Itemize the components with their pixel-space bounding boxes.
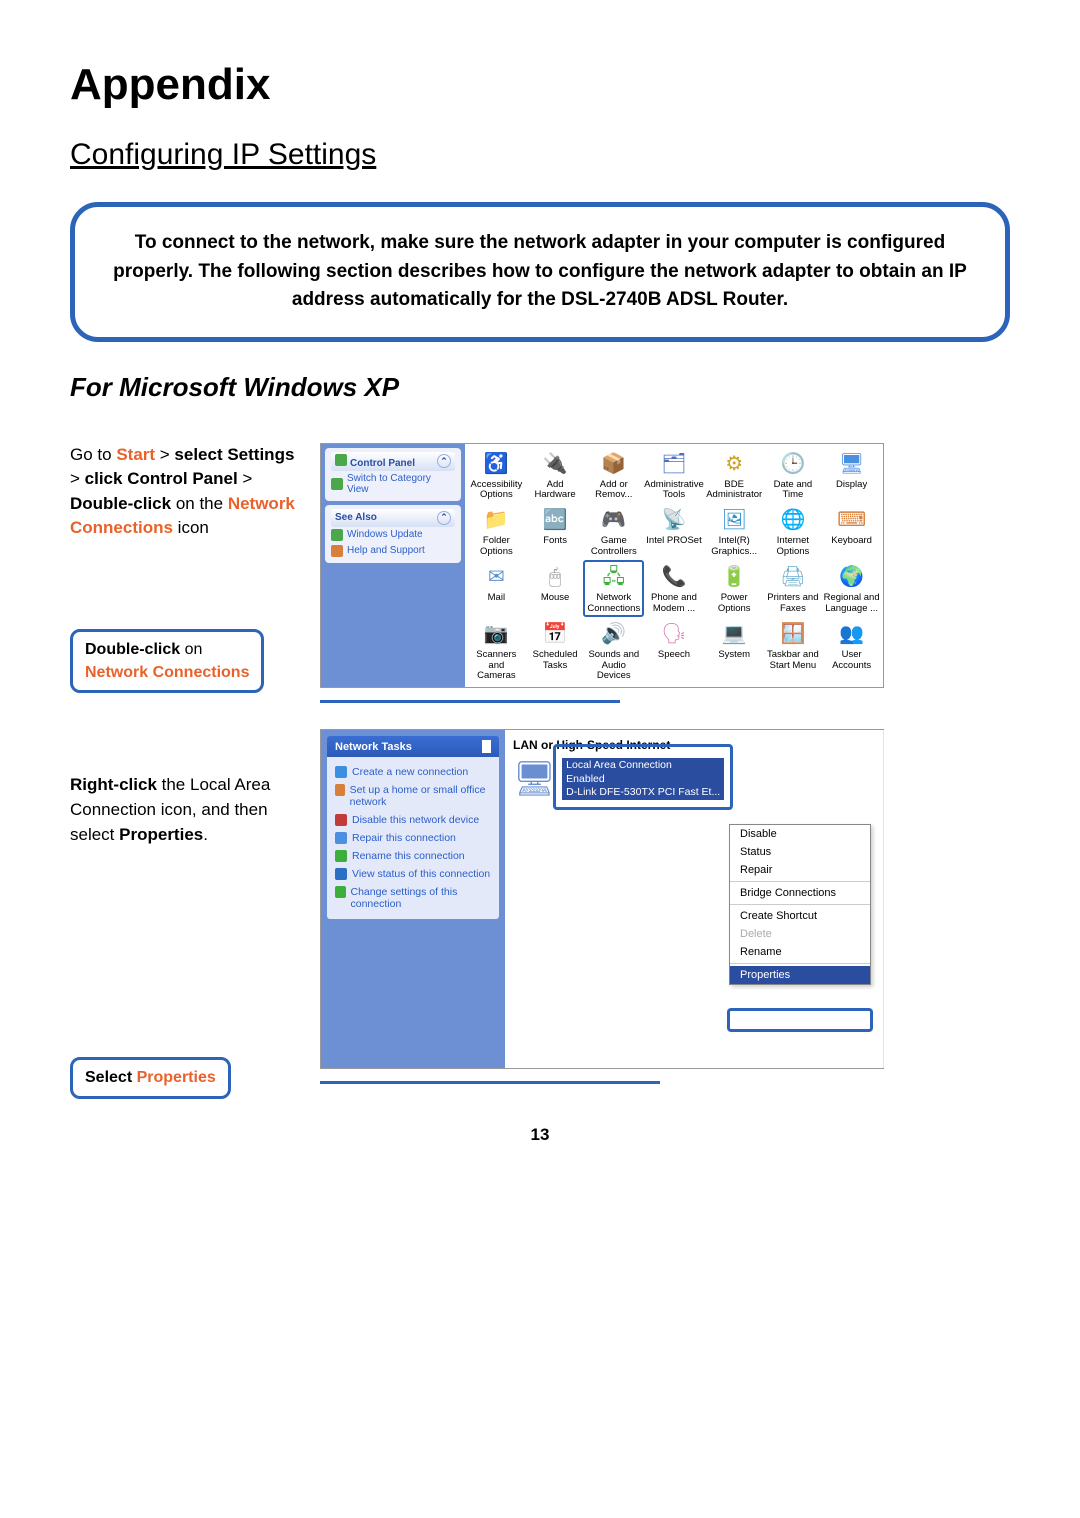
chevron-icon[interactable]: ⌃ (437, 454, 451, 468)
cp-item[interactable]: 🌍Regional and Language ... (822, 561, 881, 616)
context-menu-item[interactable]: Status (730, 843, 870, 861)
cp-item[interactable]: 📞Phone and Modem ... (643, 561, 705, 616)
cp-sidebar: Control Panel⌃ Switch to Category View S… (321, 444, 465, 688)
page-title: Appendix (70, 60, 1010, 110)
cp-heading: Control Panel⌃ (331, 452, 455, 471)
nc-task-link[interactable]: Change settings of this connection (335, 883, 491, 913)
cp-item[interactable]: ⚙BDE Administrator (705, 448, 764, 503)
section-title: Configuring IP Settings (70, 138, 1010, 172)
cp-item[interactable]: 🌐Internet Options (764, 504, 823, 559)
info-box: To connect to the network, make sure the… (70, 202, 1010, 342)
callout-1: Double-click on Network Connections (70, 629, 264, 693)
cp-item[interactable]: 🖱Mouse (526, 561, 585, 616)
cp-item[interactable]: 📷Scanners and Cameras (467, 618, 526, 683)
step-1-text: Go to Start > select Settings > click Co… (70, 443, 306, 694)
highlight-box (553, 744, 733, 810)
callout-2: Select Properties (70, 1057, 231, 1098)
cp-item[interactable]: ⌨Keyboard (822, 504, 881, 559)
context-menu-item[interactable]: Bridge Connections (730, 884, 870, 902)
nc-task-link[interactable]: Disable this network device (335, 811, 491, 829)
cp-item[interactable]: 🖧Network Connections (584, 561, 643, 616)
cp-item[interactable]: 👥User Accounts (822, 618, 881, 683)
cp-see-also: See Also⌃ (331, 509, 455, 527)
step-1: Go to Start > select Settings > click Co… (70, 443, 1010, 704)
cp-item[interactable]: ✉Mail (467, 561, 526, 616)
context-menu-item[interactable]: Repair (730, 861, 870, 879)
nc-task-link[interactable]: Set up a home or small office network (335, 781, 491, 811)
cp-item[interactable]: 📁Folder Options (467, 504, 526, 559)
cp-help-support[interactable]: Help and Support (331, 543, 455, 559)
context-menu-item[interactable]: Disable (730, 825, 870, 843)
chevron-icon[interactable]: ⌃ (482, 740, 491, 753)
chevron-icon[interactable]: ⌃ (437, 511, 451, 525)
network-connections-screenshot: Network Tasks⌃ Create a new connectionSe… (320, 729, 1010, 1084)
cp-item[interactable]: 📡Intel PROSet (643, 504, 705, 559)
cp-item[interactable]: 🔌Add Hardware (526, 448, 585, 503)
cp-windows-update[interactable]: Windows Update (331, 527, 455, 543)
subsection-title: For Microsoft Windows XP (70, 372, 1010, 403)
cp-item[interactable]: 💻System (705, 618, 764, 683)
cp-switch-view[interactable]: Switch to Category View (331, 471, 455, 497)
nc-sidebar: Network Tasks⌃ Create a new connectionSe… (321, 730, 505, 1068)
nc-tasks-heading: Network Tasks⌃ (327, 736, 499, 757)
cp-item[interactable]: 🔋Power Options (705, 561, 764, 616)
cp-item[interactable]: 📅Scheduled Tasks (526, 618, 585, 683)
cp-item[interactable]: 🗂Administrative Tools (643, 448, 705, 503)
nc-task-link[interactable]: Create a new connection (335, 763, 491, 781)
cp-item[interactable]: 🖼Intel(R) Graphics... (705, 504, 764, 559)
context-menu-item[interactable]: Create Shortcut (730, 907, 870, 925)
nc-task-link[interactable]: Repair this connection (335, 829, 491, 847)
step-2: Right-click the Local Area Connection ic… (70, 729, 1010, 1098)
context-menu: DisableStatusRepair Bridge Connections Cre… (729, 824, 871, 985)
cp-item[interactable]: ♿Accessibility Options (467, 448, 526, 503)
cp-icon-grid: ♿Accessibility Options🔌Add Hardware📦Add … (465, 444, 883, 688)
cp-item[interactable]: 🖥Display (822, 448, 881, 503)
cp-item[interactable]: 🖨Printers and Faxes (764, 561, 823, 616)
nc-task-link[interactable]: Rename this connection (335, 847, 491, 865)
cp-item[interactable]: 🔤Fonts (526, 504, 585, 559)
step-2-text: Right-click the Local Area Connection ic… (70, 729, 306, 1098)
cp-item[interactable]: 🎮Game Controllers (584, 504, 643, 559)
control-panel-screenshot: Control Panel⌃ Switch to Category View S… (320, 443, 1010, 704)
cp-item[interactable]: 📦Add or Remov... (584, 448, 643, 503)
context-menu-item: Delete (730, 925, 870, 943)
cp-item[interactable]: 🔊Sounds and Audio Devices (584, 618, 643, 683)
highlight-box (727, 1008, 873, 1032)
cp-item[interactable]: 🗣Speech (643, 618, 705, 683)
network-icon: 🖥 (513, 759, 556, 799)
cp-item[interactable]: 🕒Date and Time (764, 448, 823, 503)
nc-task-link[interactable]: View status of this connection (335, 865, 491, 883)
cp-item[interactable]: 🪟Taskbar and Start Menu (764, 618, 823, 683)
nc-main: LAN or High-Speed Internet 🖥 Local Area … (505, 730, 883, 1068)
context-menu-item[interactable]: Properties (730, 966, 870, 984)
context-menu-item[interactable]: Rename (730, 943, 870, 961)
page-number: 13 (70, 1125, 1010, 1145)
